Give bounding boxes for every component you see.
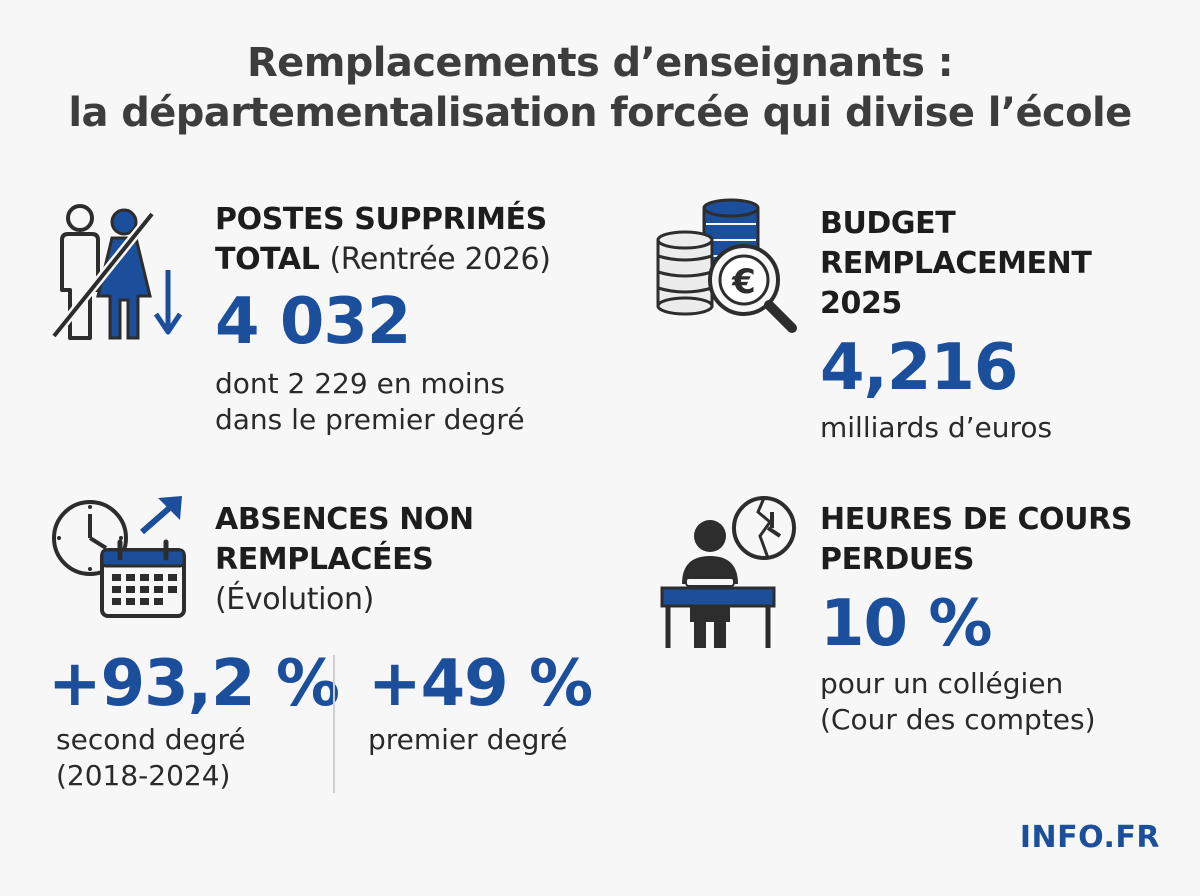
absences-second-sub-line1: second degré: [56, 723, 246, 756]
budget-sub: milliards d’euros: [820, 411, 1053, 444]
page-title: Remplacements d’enseignants : la départe…: [0, 38, 1200, 138]
budget-value: 4,216: [820, 331, 1018, 405]
postes-heading-line2: TOTAL: [215, 242, 320, 277]
absences-second-sub-line2: (2018-2024): [56, 759, 231, 792]
heures-heading: HEURES DE COURS PERDUES: [820, 500, 1132, 580]
budget-heading-line1: BUDGET: [820, 206, 956, 241]
budget-heading-line3: 2025: [820, 286, 902, 321]
absences-heading-line2: REMPLACÉES: [215, 542, 434, 577]
postes-heading-line1: POSTES SUPPRIMÉS: [215, 202, 547, 237]
heures-value: 10 %: [820, 587, 992, 661]
heures-heading-line2: PERDUES: [820, 542, 975, 577]
postes-heading-note: (Rentrée 2026): [329, 242, 551, 277]
absences-block: ABSENCES NON REMPLACÉES (Évolution): [215, 500, 474, 620]
heures-sub: pour un collégien (Cour des comptes): [820, 666, 1132, 738]
coins-euro-magnifier-icon: €: [652, 198, 802, 342]
postes-value: 4 032: [215, 285, 411, 359]
svg-text:€: €: [731, 262, 756, 302]
postes-block: POSTES SUPPRIMÉS TOTAL (Rentrée 2026) 4 …: [215, 200, 551, 438]
absences-second-sub: second degré (2018-2024): [56, 722, 339, 794]
clock-calendar-arrow-up-icon: [48, 492, 193, 626]
postes-sub: dont 2 229 en moins dans le premier degr…: [215, 366, 551, 438]
absences-second-degre: +93,2 % second degré (2018-2024): [48, 647, 340, 794]
title-line-1: Remplacements d’enseignants :: [246, 40, 954, 86]
absences-heading-line1: ABSENCES NON: [215, 502, 474, 537]
postes-heading: POSTES SUPPRIMÉS TOTAL (Rentrée 2026): [215, 200, 551, 280]
student-desk-broken-clock-icon: [660, 492, 800, 656]
heures-sub-line1: pour un collégien: [820, 667, 1064, 700]
absences-first-value: +49 %: [368, 647, 593, 721]
absences-heading-line3: (Évolution): [215, 582, 374, 617]
title-line-2: la départementalisation forcée qui divis…: [68, 90, 1132, 136]
postes-sub-line1: dont 2 229 en moins: [215, 367, 505, 400]
heures-sub-line2: (Cour des comptes): [820, 703, 1096, 736]
postes-sub-line2: dans le premier degré: [215, 403, 525, 436]
heures-block: HEURES DE COURS PERDUES 10 % pour un col…: [820, 500, 1132, 738]
absences-second-value: +93,2 %: [48, 647, 340, 721]
heures-heading-line1: HEURES DE COURS: [820, 502, 1133, 537]
absences-premier-degre: +49 % premier degré: [368, 647, 593, 758]
absences-first-sub: premier degré: [368, 723, 568, 756]
budget-heading-line2: REMPLACEMENT: [820, 246, 1092, 281]
budget-heading: BUDGET REMPLACEMENT 2025: [820, 204, 1092, 324]
people-crossed-out-arrow-down-icon: [48, 200, 188, 349]
absences-heading: ABSENCES NON REMPLACÉES (Évolution): [215, 500, 474, 620]
brand-logo: INFO.FR: [1019, 820, 1160, 855]
budget-block: BUDGET REMPLACEMENT 2025 4,216 milliards…: [820, 204, 1092, 446]
divider: [333, 655, 335, 793]
